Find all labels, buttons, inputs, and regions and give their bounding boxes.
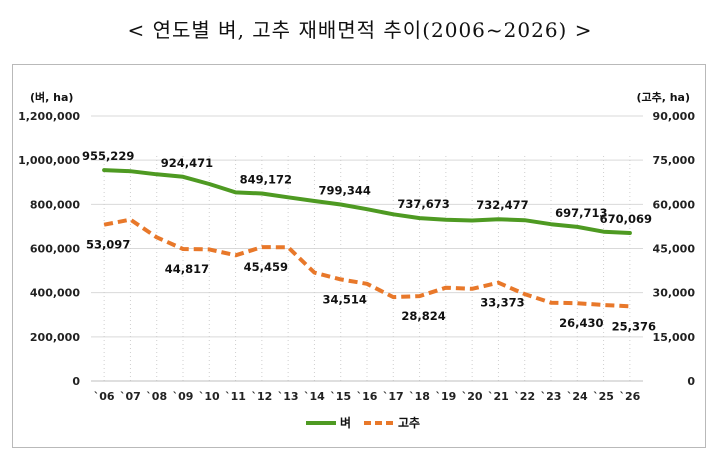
x-tick-label: `15: [330, 390, 351, 403]
series-line-rice: [102, 168, 632, 235]
left-tick-label: 1,200,000: [18, 110, 80, 123]
data-label-gochu: 53,097: [86, 238, 130, 252]
right-tick-label: 0: [687, 375, 695, 388]
right-tick-label: 60,000: [653, 198, 696, 211]
data-label-rice: 849,172: [240, 172, 292, 186]
x-tick-label: `17: [383, 390, 404, 403]
data-label-rice: 670,069: [600, 212, 652, 226]
x-tick-label: `08: [146, 390, 167, 403]
data-label-gochu: 26,430: [559, 316, 603, 330]
data-label-gochu: 34,514: [323, 292, 367, 306]
x-tick-label: `21: [488, 390, 509, 403]
x-tick-label: `19: [435, 390, 456, 403]
x-tick-label: `10: [199, 390, 220, 403]
data-label-rice: 737,673: [397, 197, 449, 211]
x-tick-label: `20: [462, 390, 483, 403]
x-tick-label: `12: [251, 390, 272, 403]
x-tick-label: `13: [278, 390, 299, 403]
data-label-gochu: 45,459: [244, 260, 288, 274]
data-label-gochu: 25,376: [612, 319, 656, 333]
right-tick-label: 45,000: [653, 243, 696, 256]
data-label-rice: 924,471: [161, 156, 213, 170]
x-tick-label: `26: [619, 390, 640, 403]
x-tick-label: `18: [409, 390, 430, 403]
data-label-rice: 799,344: [319, 183, 371, 197]
data-label-gochu: 28,824: [401, 309, 445, 323]
left-tick-label: 600,000: [30, 243, 80, 256]
data-label-rice: 955,229: [82, 149, 134, 163]
chart-frame: [12, 64, 706, 448]
data-label-rice: 697,713: [555, 206, 607, 220]
left-tick-label: 1,000,000: [18, 154, 80, 167]
x-tick-label: `06: [94, 390, 115, 403]
x-tick-label: `22: [514, 390, 535, 403]
left-tick-label: 400,000: [30, 287, 80, 300]
left-tick-label: 200,000: [30, 331, 80, 344]
legend-label-rice: 벼: [340, 415, 351, 430]
x-tick-label: `07: [120, 390, 141, 403]
x-tick-label: `24: [567, 390, 588, 403]
x-tick-label: `25: [593, 390, 614, 403]
left-tick-label: 800,000: [30, 198, 80, 211]
x-tick-label: `14: [304, 390, 325, 403]
right-tick-label: 15,000: [653, 331, 696, 344]
data-label-gochu: 33,373: [480, 296, 524, 310]
left-tick-label: 0: [72, 375, 80, 388]
right-tick-label: 90,000: [653, 110, 696, 123]
x-tick-label: `16: [357, 390, 378, 403]
x-tick-label: `11: [225, 390, 246, 403]
chart-title: < 연도별 벼, 고추 재배면적 추이(2006~2026) >: [127, 18, 593, 42]
data-label-gochu: 44,817: [165, 262, 209, 276]
data-label-rice: 732,477: [476, 198, 528, 212]
right-tick-label: 75,000: [653, 154, 696, 167]
legend-label-gochu: 고추: [398, 415, 420, 430]
series-line-gochu: [103, 217, 630, 309]
x-tick-label: `09: [173, 390, 194, 403]
left-axis-unit: (벼, ha): [30, 90, 73, 104]
right-tick-label: 30,000: [653, 287, 696, 300]
x-tick-label: `23: [541, 390, 562, 403]
right-axis-unit: (고추, ha): [636, 90, 690, 104]
